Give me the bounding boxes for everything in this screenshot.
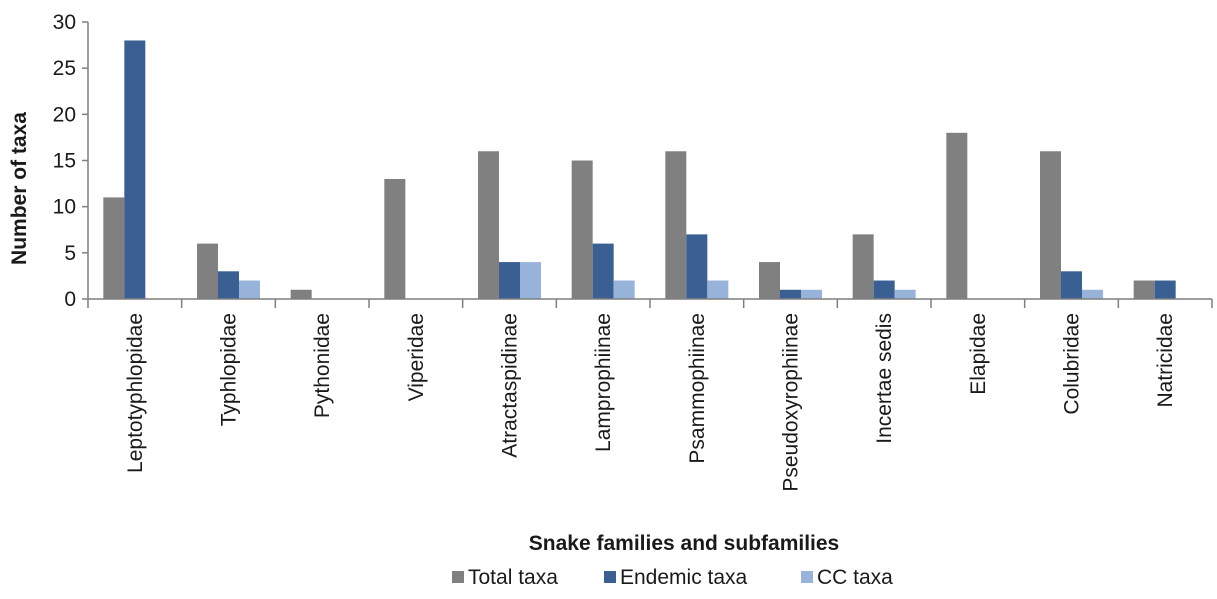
y-axis-title: Number of taxa bbox=[8, 112, 31, 265]
bar-cc-taxa-lamprophiinae bbox=[613, 280, 635, 299]
x-axis-title: Snake families and subfamilies bbox=[529, 532, 839, 555]
legend-label-total-taxa: Total taxa bbox=[468, 566, 558, 589]
x-tick-label: Typhlopidae bbox=[218, 313, 241, 426]
x-tick-label: Lamprophiinae bbox=[592, 313, 615, 452]
y-tick-label: 25 bbox=[53, 57, 76, 80]
bar-total-taxa-colubridae bbox=[1040, 151, 1061, 299]
x-tick-label: Colubridae bbox=[1061, 313, 1084, 415]
bar-endemic-taxa-atractaspidinae bbox=[499, 262, 520, 299]
bar-total-taxa-atractaspidinae bbox=[478, 151, 499, 299]
bar-total-taxa-natricidae bbox=[1133, 280, 1155, 299]
bar-total-taxa-lamprophiinae bbox=[571, 160, 593, 299]
y-tick-label: 15 bbox=[53, 150, 76, 173]
bar-total-taxa-typhlopidae bbox=[197, 243, 218, 299]
bar-endemic-taxa-typhlopidae bbox=[218, 271, 239, 299]
bar-total-taxa-viperidae bbox=[384, 178, 406, 299]
bar-total-taxa-incertae-sedis bbox=[852, 234, 874, 299]
x-tick-label: Pythonidae bbox=[311, 313, 334, 418]
bar-endemic-taxa-leptotyphlopidae bbox=[124, 40, 146, 299]
x-tick-label: Incertae sedis bbox=[873, 313, 896, 444]
bar-total-taxa-elapidae bbox=[946, 132, 968, 299]
x-tick-label: Pseudoxyrophiinae bbox=[780, 313, 803, 492]
bar-cc-taxa-incertae-sedis bbox=[894, 289, 916, 299]
x-tick-label: Atractaspidinae bbox=[499, 313, 522, 458]
legend-swatch-total-taxa bbox=[452, 571, 464, 583]
legend-label-endemic-taxa: Endemic taxa bbox=[620, 566, 748, 589]
y-tick-label: 20 bbox=[53, 103, 76, 126]
bar-endemic-taxa-pseudoxyrophiinae bbox=[780, 289, 801, 299]
x-tick-label: Leptotyphlopidae bbox=[124, 313, 147, 473]
legend-label-cc-taxa: CC taxa bbox=[817, 566, 893, 589]
bar-endemic-taxa-lamprophiinae bbox=[592, 243, 614, 299]
bar-cc-taxa-psammophiinae bbox=[707, 280, 729, 299]
legend-swatch-cc-taxa bbox=[801, 571, 813, 583]
bar-cc-taxa-pseudoxyrophiinae bbox=[801, 289, 822, 299]
bars-layer bbox=[103, 40, 1176, 299]
x-tick-label: Psammophiinae bbox=[686, 313, 709, 464]
bar-total-taxa-pythonidae bbox=[290, 289, 312, 299]
bar-total-taxa-psammophiinae bbox=[665, 151, 687, 299]
x-tick-label: Natricidae bbox=[1154, 313, 1177, 408]
bar-cc-taxa-typhlopidae bbox=[239, 280, 260, 299]
y-tick-label: 30 bbox=[53, 11, 76, 34]
legend-swatch-endemic-taxa bbox=[604, 571, 616, 583]
bar-endemic-taxa-incertae-sedis bbox=[873, 280, 895, 299]
y-tick-label: 5 bbox=[64, 242, 76, 265]
x-tick-label: Viperidae bbox=[405, 313, 428, 401]
bar-total-taxa-leptotyphlopidae bbox=[103, 197, 125, 299]
bar-total-taxa-pseudoxyrophiinae bbox=[759, 262, 780, 299]
y-tick-label: 0 bbox=[64, 288, 76, 311]
axes-layer: 0 5 10 15 20 25 30 Leptotyphlopidae Typhlopidae P… bbox=[53, 11, 1213, 492]
bar-cc-taxa-colubridae bbox=[1082, 289, 1103, 299]
bar-endemic-taxa-psammophiinae bbox=[686, 234, 708, 299]
bar-endemic-taxa-colubridae bbox=[1061, 271, 1082, 299]
y-tick-label: 10 bbox=[53, 196, 76, 219]
legend: Total taxa Endemic taxa CC taxa bbox=[452, 566, 893, 589]
x-tick-label: Elapidae bbox=[967, 313, 990, 395]
bar-endemic-taxa-natricidae bbox=[1154, 280, 1176, 299]
bar-cc-taxa-atractaspidinae bbox=[520, 262, 541, 299]
